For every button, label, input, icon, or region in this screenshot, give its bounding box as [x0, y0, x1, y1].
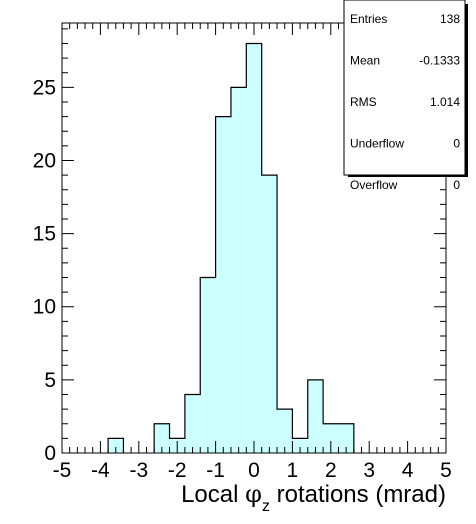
- histogram-bin: [230, 87, 247, 453]
- x-tick-label: 5: [440, 459, 452, 482]
- stats-row-label: RMS: [350, 95, 377, 109]
- histogram-bin: [154, 423, 170, 453]
- x-tick-label: 3: [363, 459, 375, 482]
- x-tick-label: -1: [206, 459, 225, 482]
- x-axis-title-main: Local: [181, 481, 245, 508]
- histogram-outline: [107, 42, 355, 453]
- histogram-bin: [338, 423, 354, 453]
- x-axis-title: Local φz rotations (mrad): [181, 480, 446, 515]
- x-tick-label: -3: [129, 459, 148, 482]
- stats-row-label: Underflow: [350, 137, 404, 151]
- stats-row-value: 1.014: [430, 95, 460, 109]
- histogram-bin: [184, 394, 201, 453]
- x-axis-title-rest: rotations (mrad): [270, 481, 446, 508]
- stats-row-value: 0: [453, 137, 460, 151]
- x-axis-title-subscript: z: [262, 498, 270, 515]
- histogram-bin: [292, 438, 308, 453]
- stats-row-label: Entries: [350, 12, 387, 26]
- stats-row-value: 138: [440, 12, 460, 26]
- y-tick-label: 25: [33, 76, 56, 99]
- stats-row-label: Mean: [350, 54, 380, 68]
- tick-labels-layer: -5 -4 -3 -2 -1 0 1 2 3 4 5 0 5 10 15 20 25: [33, 76, 452, 482]
- x-tick-label: -2: [168, 459, 187, 482]
- x-tick-label: 1: [287, 459, 299, 482]
- histogram-bin: [108, 438, 124, 453]
- histogram-bin: [323, 423, 339, 453]
- y-tick-label: 0: [44, 442, 56, 465]
- x-tick-label: 4: [402, 459, 414, 482]
- ticks-layer: [61, 23, 447, 454]
- histogram-bin: [200, 277, 216, 453]
- x-axis-title-symbol: φ: [245, 480, 262, 508]
- histogram-bin: [215, 116, 231, 454]
- histogram-bin: [261, 175, 278, 454]
- y-tick-label: 20: [33, 149, 56, 172]
- stats-box-shadow-right: [465, 4, 468, 177]
- histogram-bin: [246, 43, 262, 453]
- stats-box-frame: [343, 0, 466, 176]
- y-tick-label: 15: [33, 223, 56, 246]
- x-tick-label: -5: [53, 459, 72, 482]
- histogram-bin: [307, 379, 324, 453]
- bins-layer: [107, 42, 355, 454]
- stats-row-value: 0: [453, 178, 460, 192]
- x-tick-label: -4: [91, 459, 110, 482]
- y-tick-label: 5: [44, 369, 56, 392]
- stats-box-shadow-bottom: [348, 175, 468, 177]
- stats-box: Entries 138 Mean -0.1333 RMS 1.014 Underflow 0 O…: [343, 0, 468, 192]
- x-tick-label: 0: [248, 459, 260, 482]
- stats-row-label: Overflow: [350, 178, 398, 192]
- stats-row-value: -0.1333: [419, 54, 460, 68]
- x-tick-label: 2: [325, 459, 337, 482]
- y-tick-label: 10: [33, 296, 56, 319]
- histogram-bin: [277, 409, 293, 453]
